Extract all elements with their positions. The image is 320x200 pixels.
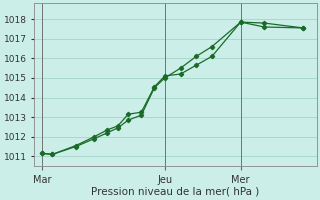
X-axis label: Pression niveau de la mer( hPa ): Pression niveau de la mer( hPa ): [91, 187, 260, 197]
